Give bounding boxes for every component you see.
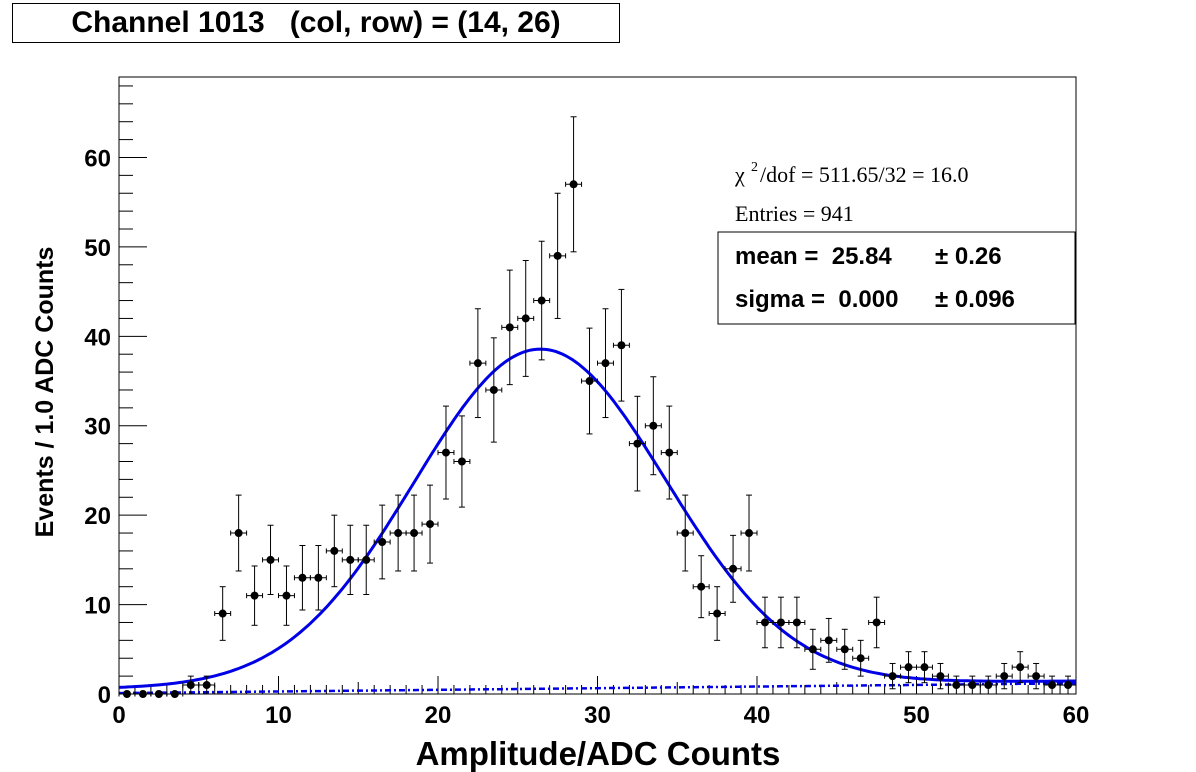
- data-point: [469, 308, 487, 419]
- data-point: [852, 639, 870, 677]
- mean-error: ± 0.26: [935, 243, 1002, 270]
- data-point: [262, 524, 279, 596]
- x-axis-title: Amplitude/ADC Counts: [416, 735, 781, 772]
- x-tick-label: 0: [112, 702, 125, 729]
- axis-ticks: 0 10 20 30 40 50 60 0 10 20 30 40 50 60: [84, 85, 1090, 729]
- background-curve-group: [118, 682, 1077, 695]
- x-tick-label: 60: [1063, 702, 1090, 729]
- y-axis-title: Events / 1.0 ADC Counts: [31, 247, 59, 538]
- data-point: [118, 690, 136, 698]
- data-point: [166, 690, 184, 698]
- data-point: [501, 269, 519, 386]
- x-tick-label: 20: [425, 702, 452, 729]
- chart-title: Channel 1013 (col, row) = (14, 26): [12, 3, 620, 43]
- data-point: [772, 596, 790, 649]
- data-point: [246, 565, 264, 626]
- mean-label: mean = 25.84: [735, 243, 905, 270]
- data-point: [692, 555, 710, 619]
- data-point: [214, 586, 232, 641]
- data-point: [947, 675, 965, 695]
- data-point: [931, 662, 949, 690]
- data-point: [804, 628, 822, 670]
- x-tick-label: 30: [584, 702, 611, 729]
- data-points-group: [118, 116, 1077, 698]
- data-point: [1059, 675, 1077, 695]
- y-tick-label: 20: [84, 503, 111, 530]
- data-point: [1027, 662, 1045, 690]
- y-tick-label: 0: [98, 682, 111, 709]
- data-point: [278, 565, 295, 626]
- data-point: [597, 308, 614, 419]
- data-point: [884, 662, 902, 690]
- data-point: [740, 494, 758, 572]
- chi2-exponent: 2: [751, 160, 758, 175]
- data-point: [676, 494, 694, 572]
- data-point: [756, 596, 774, 649]
- fit-result-box: [717, 231, 1076, 325]
- data-point: [533, 240, 551, 361]
- x-tick-label: 50: [903, 702, 930, 729]
- data-point: [1043, 675, 1061, 695]
- data-point: [453, 415, 471, 508]
- data-point: [198, 675, 216, 695]
- data-point: [868, 596, 886, 649]
- background-curve: [118, 682, 1077, 695]
- data-point: [979, 675, 997, 695]
- data-point: [820, 617, 838, 663]
- data-point: [150, 690, 168, 698]
- y-tick-label: 60: [84, 145, 111, 172]
- y-tick-label: 40: [84, 324, 111, 351]
- data-point: [309, 545, 327, 611]
- data-point: [134, 690, 152, 698]
- y-tick-label: 50: [84, 235, 111, 262]
- data-point: [421, 484, 439, 564]
- chi2-text: /dof = 511.65/32 = 16.0: [760, 162, 969, 187]
- data-point: [373, 504, 391, 580]
- data-point: [549, 192, 567, 319]
- y-tick-label: 10: [84, 593, 111, 620]
- data-point: [660, 405, 678, 500]
- data-point: [1011, 651, 1029, 684]
- chi2-symbol: χ: [734, 162, 745, 187]
- x-tick-label: 10: [265, 702, 292, 729]
- data-point: [788, 596, 806, 649]
- data-point: [182, 675, 200, 695]
- data-point: [581, 327, 598, 435]
- fit-curve: [118, 347, 1076, 689]
- data-point: [293, 545, 311, 611]
- fit-curve-group: [118, 347, 1076, 689]
- data-point: [963, 675, 981, 695]
- entries-text: Entries = 941: [735, 201, 854, 226]
- data-point: [517, 259, 535, 377]
- data-point: [230, 494, 248, 572]
- data-point: [485, 337, 503, 443]
- x-tick-label: 40: [744, 702, 771, 729]
- data-point: [836, 628, 854, 670]
- data-point: [708, 586, 726, 641]
- data-point: [565, 116, 583, 253]
- data-point: [357, 524, 375, 596]
- data-point: [325, 514, 343, 588]
- sigma-error: ± 0.096: [935, 286, 1015, 313]
- data-point: [405, 494, 423, 572]
- sigma-label: sigma = 0.000: [735, 286, 912, 313]
- data-point: [437, 405, 455, 500]
- data-point: [389, 494, 407, 572]
- data-point: [612, 288, 630, 402]
- data-point: [916, 651, 933, 684]
- data-point: [995, 662, 1013, 690]
- data-point: [628, 395, 646, 492]
- y-tick-label: 30: [84, 414, 111, 441]
- data-point: [644, 376, 662, 476]
- data-point: [724, 534, 742, 603]
- data-point: [341, 524, 359, 596]
